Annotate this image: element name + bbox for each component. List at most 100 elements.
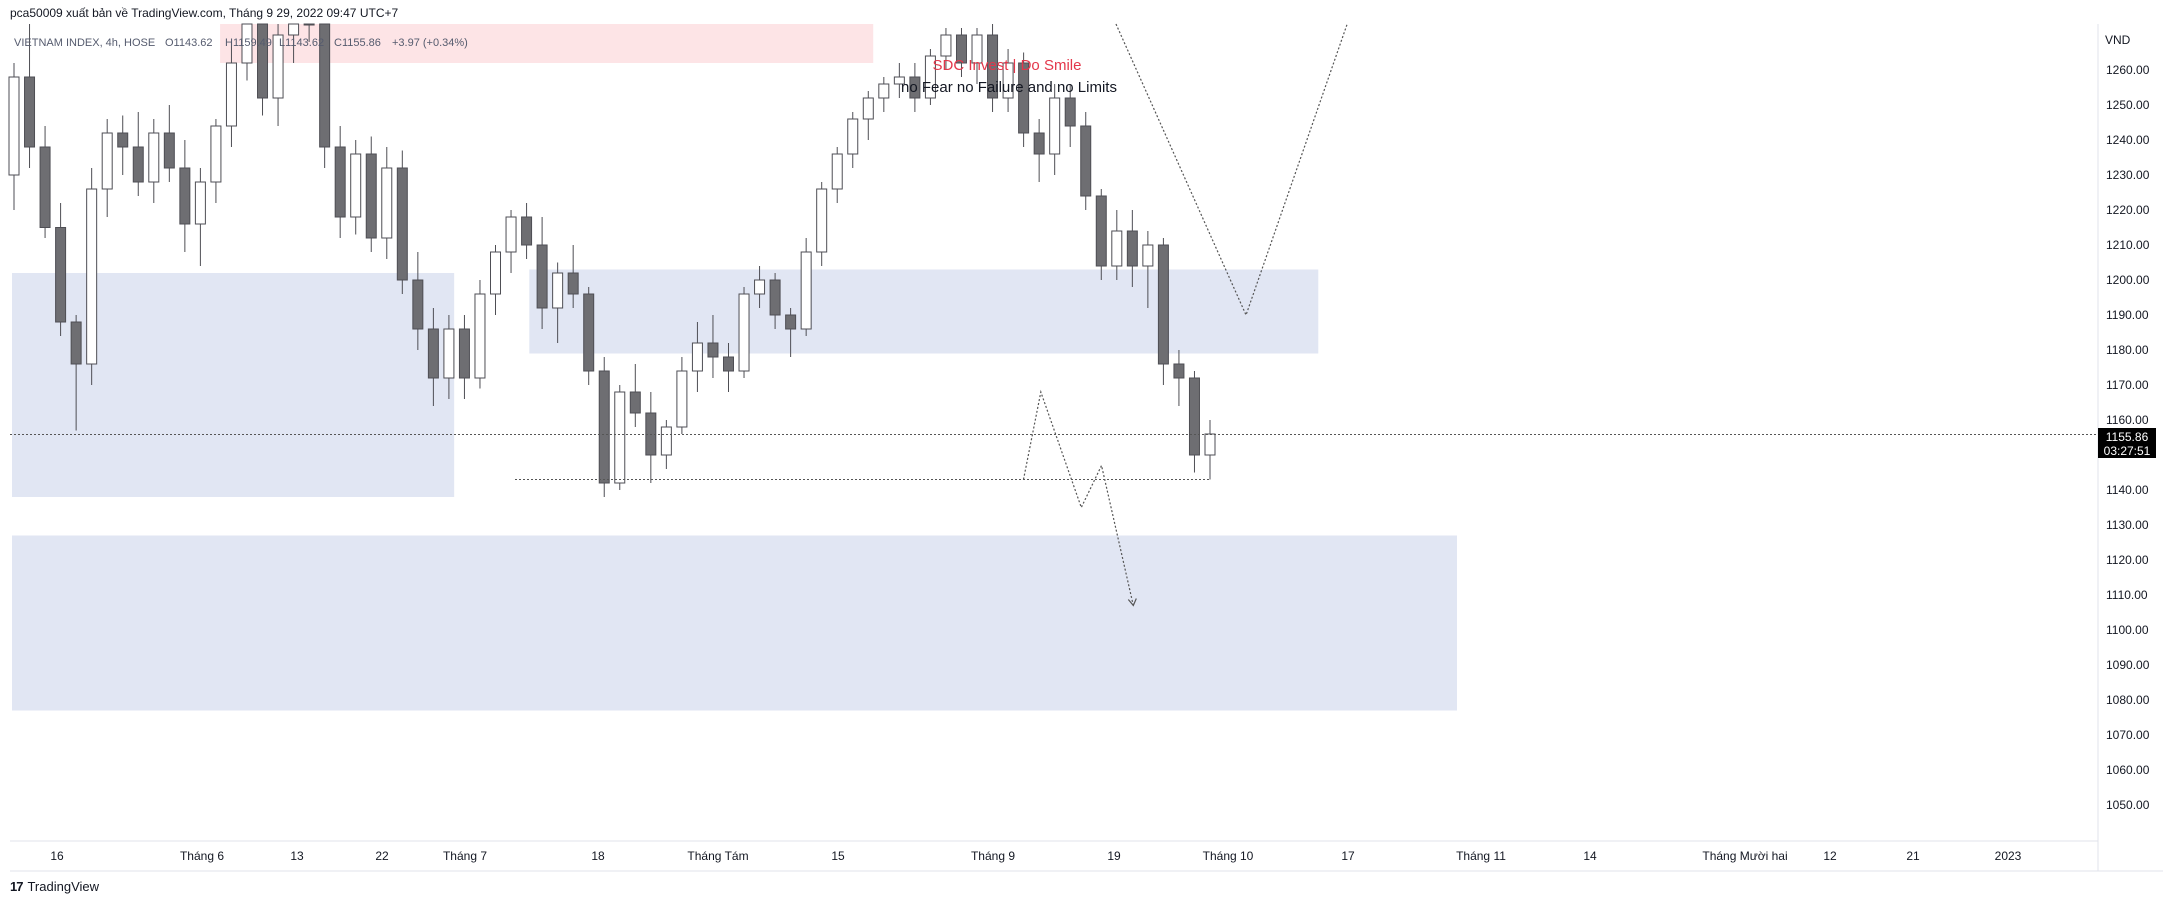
- candle: [303, 23, 315, 42]
- candle: [412, 252, 424, 350]
- candle: [955, 28, 967, 77]
- time-tick-label: 19: [1107, 849, 1121, 863]
- time-tick-label: 12: [1823, 849, 1837, 863]
- time-tick-label: Tháng 11: [1456, 849, 1506, 863]
- time-tick-label: 16: [50, 849, 64, 863]
- candle: [1204, 420, 1216, 480]
- candle: [288, 23, 300, 63]
- price-tick-label: 1250.00: [2106, 98, 2150, 112]
- time-tick-label: Tháng Tám: [687, 849, 748, 863]
- candle: [443, 315, 455, 399]
- publish-info: pca50009 xuất bản về TradingView.com, Th…: [10, 6, 399, 20]
- candle: [210, 119, 222, 203]
- candle: [505, 210, 517, 273]
- projection-v: [1115, 23, 1348, 317]
- candle: [194, 168, 206, 266]
- candle: [816, 182, 828, 266]
- price-badge-countdown: 03:27:51: [2104, 444, 2151, 458]
- candle: [1142, 231, 1154, 308]
- candle: [707, 315, 719, 378]
- price-tick-label: 1140.00: [2106, 483, 2149, 497]
- legend-row: VIETNAM INDEX, 4h, HOSE O1143.62 H1159.4…: [14, 37, 468, 49]
- candle: [1111, 210, 1123, 280]
- candle: [645, 392, 657, 483]
- price-tick-label: 1160.00: [2106, 413, 2149, 427]
- price-tick-label: 1050.00: [2106, 798, 2150, 812]
- tradingview-logo[interactable]: 17 TradingView: [10, 879, 99, 894]
- candle: [474, 280, 486, 389]
- candle: [70, 315, 82, 431]
- candle: [179, 140, 191, 252]
- price-tick-label: 1170.00: [2106, 378, 2149, 392]
- time-axis[interactable]: 16 Tháng 6 13 22 Tháng 7 18 Tháng Tám 15 Tháng 9…: [50, 849, 2021, 863]
- candle: [427, 308, 439, 406]
- candle: [257, 23, 269, 116]
- candle: [878, 77, 890, 112]
- price-tick-label: 1120.00: [2106, 553, 2149, 567]
- candle: [800, 238, 812, 336]
- time-tick-label: 14: [1583, 849, 1597, 863]
- annotation-slogan: no Fear no Failure and no Limits: [901, 79, 1117, 96]
- candle: [334, 126, 346, 238]
- candle: [831, 147, 843, 203]
- candle: [1126, 210, 1138, 287]
- legend-low: L1143.62: [279, 37, 324, 49]
- price-tick-label: 1080.00: [2106, 693, 2150, 707]
- candle: [117, 115, 129, 175]
- candle: [8, 63, 20, 210]
- tradingview-icon: 17: [10, 879, 24, 894]
- price-tick-label: 1190.00: [2106, 308, 2149, 322]
- candle: [381, 147, 393, 259]
- legend-change: +3.97 (+0.34%): [392, 37, 468, 49]
- time-tick-label: 15: [831, 849, 845, 863]
- candle: [272, 24, 284, 126]
- candle: [24, 24, 36, 168]
- price-badge: 1155.86 03:27:51: [2098, 428, 2156, 458]
- price-tick-label: 1180.00: [2106, 343, 2149, 357]
- candle: [458, 315, 470, 399]
- candle: [971, 28, 983, 84]
- candle: [148, 119, 160, 203]
- price-tick-label: 1130.00: [2106, 518, 2149, 532]
- candle: [1064, 84, 1076, 147]
- drawing-lines: [10, 23, 2098, 607]
- candle: [940, 28, 952, 70]
- candle: [754, 266, 766, 308]
- candle: [132, 112, 144, 196]
- price-tick-label: 1260.00: [2106, 63, 2150, 77]
- projection-arrow-icon: [1127, 598, 1137, 607]
- time-tick-label: 13: [290, 849, 304, 863]
- candle: [1002, 49, 1014, 112]
- candle: [521, 203, 533, 259]
- candle: [567, 245, 579, 308]
- candle: [862, 91, 874, 140]
- candle: [909, 63, 921, 112]
- candle: [55, 203, 67, 336]
- legend-close: C1155.86: [334, 37, 381, 49]
- candle: [1173, 350, 1185, 406]
- candle: [722, 343, 734, 392]
- zone-blue-0: [12, 273, 455, 497]
- candle: [1080, 112, 1092, 210]
- candle: [163, 105, 175, 182]
- candle: [893, 63, 905, 98]
- candle: [629, 364, 641, 427]
- price-tick-label: 1100.00: [2106, 623, 2149, 637]
- candle: [614, 385, 626, 490]
- candle: [987, 24, 999, 112]
- supply-demand-zones: [12, 24, 1457, 711]
- candle: [691, 322, 703, 392]
- candle: [241, 23, 253, 81]
- time-tick-label: Tháng 9: [971, 849, 1015, 863]
- price-tick-label: 1210.00: [2106, 238, 2150, 252]
- price-axis[interactable]: VND 1260.00 1250.00 1240.00 1230.00 1220.00 1…: [2105, 33, 2150, 812]
- candle: [847, 112, 859, 168]
- candles: [8, 23, 1216, 497]
- time-tick-label: Tháng 7: [443, 849, 487, 863]
- annotation-brand: SDC Invest | Do Smile: [933, 57, 1082, 74]
- time-tick-label: Tháng 10: [1203, 849, 1254, 863]
- candle: [350, 140, 362, 235]
- candle: [1188, 371, 1200, 473]
- candle: [1033, 119, 1045, 182]
